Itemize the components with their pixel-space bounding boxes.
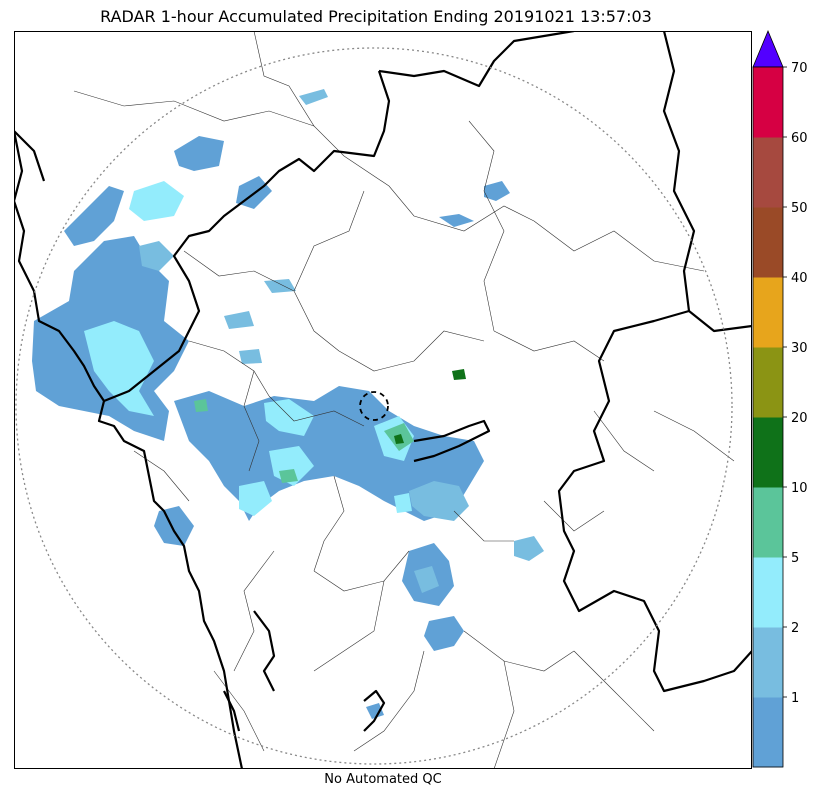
colorbar-tick-label: 5 (791, 551, 799, 566)
colorbar-tick-label: 60 (791, 131, 808, 146)
colorbar-band (753, 557, 783, 628)
echo-south-2 (424, 616, 464, 651)
echo-south-1-core (414, 566, 439, 593)
echo-north-7 (264, 279, 296, 293)
colorbar-band (753, 67, 783, 138)
echo-mid-2 (239, 349, 262, 364)
map-frame (14, 31, 752, 769)
echo-south-3 (514, 536, 544, 561)
colorbar-tick-label: 50 (791, 201, 808, 216)
colorbar-tick-label: 2 (791, 621, 799, 636)
state-boundaries (14, 31, 752, 769)
echo-central-green-2 (279, 469, 298, 483)
colorbar-bands (753, 67, 783, 768)
echo-central-core-1 (264, 399, 314, 436)
echo-northwest (64, 186, 124, 246)
radar-map (14, 31, 752, 769)
colorbar-band (753, 207, 783, 278)
colorbar-ticks: 1 2 5 10 20 30 40 50 60 70 (783, 61, 808, 706)
colorbar: 1 2 5 10 20 30 40 50 60 70 (752, 29, 808, 768)
colorbar-band (753, 347, 783, 418)
echo-north-3 (139, 241, 174, 271)
map-title: RADAR 1-hour Accumulated Precipitation E… (100, 7, 652, 26)
colorbar-band (753, 417, 783, 488)
echo-southwest-2 (239, 481, 272, 516)
echo-central-green-3 (394, 434, 404, 444)
echo-southwest-1 (154, 506, 194, 546)
echo-central-east-core (394, 493, 412, 513)
colorbar-band (753, 277, 783, 348)
colorbar-tick-label: 70 (791, 61, 808, 76)
radar-range-ring (15, 47, 733, 765)
echo-northwest-2 (129, 181, 184, 221)
colorbar-band (753, 487, 783, 558)
echo-central-green-4 (194, 399, 208, 412)
district-boundaries (73, 31, 735, 769)
colorbar-extend-arrow (752, 29, 784, 68)
echo-north-5 (439, 214, 474, 227)
colorbar-tick-label: 1 (791, 691, 799, 706)
echo-east-small (452, 369, 466, 380)
colorbar-tick-label: 30 (791, 341, 808, 356)
colorbar-band (753, 627, 783, 698)
colorbar-frame (752, 66, 784, 768)
colorbar-tick-label: 10 (791, 481, 808, 496)
echo-south-4 (366, 703, 384, 719)
echo-north-6 (299, 89, 328, 105)
echo-north-1 (174, 136, 224, 171)
echo-north-4 (484, 181, 510, 201)
qc-note: No Automated QC (324, 772, 442, 787)
colorbar-tick-label: 40 (791, 271, 808, 286)
echo-west-coast-core (84, 321, 154, 416)
colorbar-band (753, 137, 783, 208)
colorbar-band (753, 697, 783, 768)
colorbar-tick-label: 20 (791, 411, 808, 426)
radar-site-ring (359, 391, 389, 421)
echo-mid-1 (224, 311, 254, 329)
